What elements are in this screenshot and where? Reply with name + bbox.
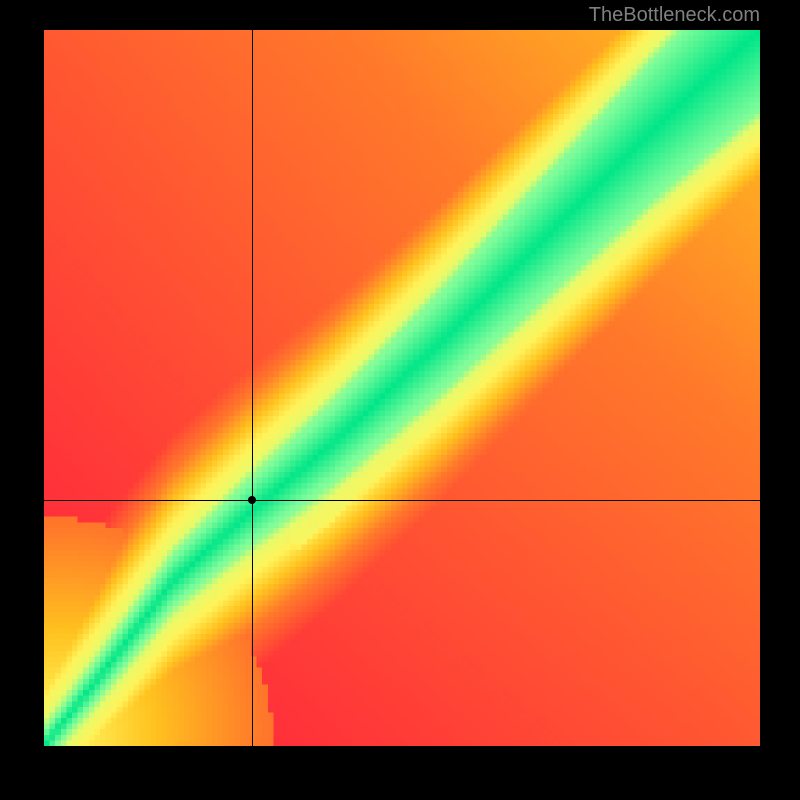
crosshair-horizontal (44, 500, 760, 501)
crosshair-vertical (252, 30, 253, 746)
bottleneck-heatmap (44, 30, 760, 746)
watermark-text: TheBottleneck.com (589, 4, 760, 27)
plot-area (44, 30, 760, 746)
root-container: TheBottleneck.com (0, 0, 800, 800)
crosshair-dot (248, 496, 256, 504)
